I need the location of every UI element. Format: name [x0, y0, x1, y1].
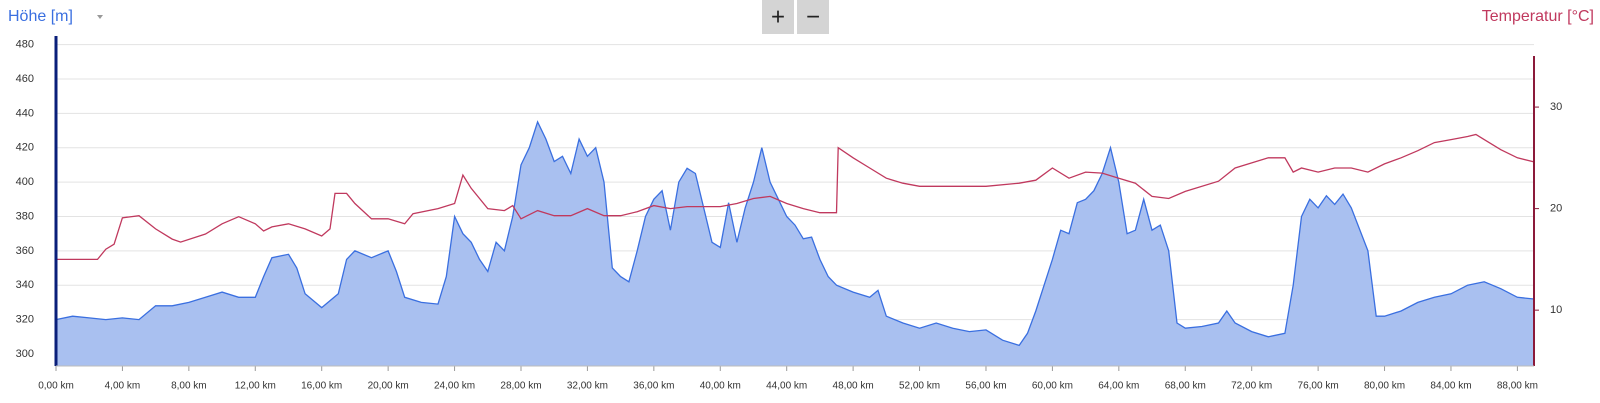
y-tick-label: 400: [16, 176, 34, 188]
x-tick-label: 36,00 km: [633, 381, 674, 392]
zoom-in-label[interactable]: +: [771, 3, 785, 30]
y2-tick-label: 20: [1550, 203, 1562, 215]
y-tick-label: 360: [16, 245, 34, 257]
x-tick-label: 48,00 km: [833, 381, 874, 392]
x-tick-label: 76,00 km: [1298, 381, 1339, 392]
x-tick-label: 44,00 km: [766, 381, 807, 392]
x-tick-label: 88,00 km: [1497, 381, 1538, 392]
x-tick-label: 0,00 km: [38, 381, 74, 392]
x-tick-label: 40,00 km: [700, 381, 741, 392]
y-tick-label: 320: [16, 314, 34, 326]
zoom-in-button[interactable]: [762, 0, 794, 34]
y-tick-label: 340: [16, 279, 34, 291]
y-tick-label: 460: [16, 73, 34, 85]
y-axis-title: Höhe [m]: [8, 8, 73, 25]
x-tick-label: 60,00 km: [1032, 381, 1073, 392]
x-tick-label: 80,00 km: [1364, 381, 1405, 392]
y-tick-label: 480: [16, 39, 34, 51]
y2-tick-label: 30: [1550, 101, 1562, 113]
y-tick-label: 440: [16, 107, 34, 119]
x-tick-label: 52,00 km: [899, 381, 940, 392]
y2-axis-title: Temperatur [°C]: [1482, 8, 1594, 25]
elevation-line: [55, 120, 1535, 347]
x-tick-label: 84,00 km: [1430, 381, 1471, 392]
x-tick-label: 20,00 km: [368, 381, 409, 392]
y-tick-label: 380: [16, 210, 34, 222]
x-tick-label: 64,00 km: [1098, 381, 1139, 392]
elevation-area: [56, 121, 1534, 367]
x-tick-label: 12,00 km: [235, 381, 276, 392]
x-tick-label: 68,00 km: [1165, 381, 1206, 392]
y-tick-label: 300: [16, 348, 34, 360]
y2-tick-label: 10: [1550, 304, 1562, 316]
x-tick-label: 24,00 km: [434, 381, 475, 392]
x-tick-label: 32,00 km: [567, 381, 608, 392]
zoom-out-button[interactable]: [797, 0, 829, 34]
x-tick-label: 56,00 km: [965, 381, 1006, 392]
x-tick-label: 72,00 km: [1231, 381, 1272, 392]
dropdown-caret[interactable]: [97, 15, 103, 19]
x-tick-label: 28,00 km: [500, 381, 541, 392]
temperature-line: [56, 133, 1535, 261]
x-tick-label: 16,00 km: [301, 381, 342, 392]
y-tick-label: 420: [16, 142, 34, 154]
x-tick-label: 4,00 km: [105, 381, 141, 392]
zoom-out-label[interactable]: −: [806, 3, 820, 30]
x-tick-label: 8,00 km: [171, 381, 207, 392]
